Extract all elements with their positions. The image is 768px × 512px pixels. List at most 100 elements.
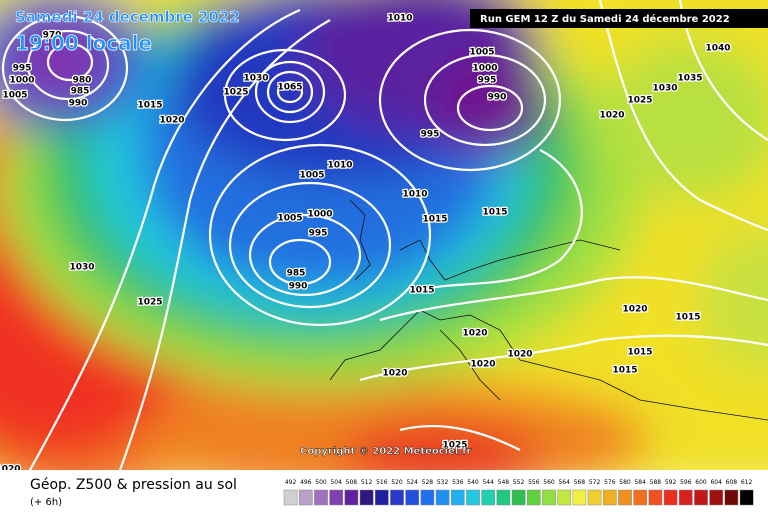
isobar-label: 985 <box>287 269 306 279</box>
legend-label: 604 <box>710 479 722 486</box>
legend-label: 596 <box>680 479 692 486</box>
legend-swatch <box>709 489 724 506</box>
isobar-label: 1000 <box>307 210 332 220</box>
isobar-label: 1030 <box>652 84 677 94</box>
legend-label: 592 <box>665 479 677 486</box>
legend-swatch <box>739 489 754 506</box>
legend-label: 536 <box>452 479 464 486</box>
legend-swatch <box>694 489 708 506</box>
isobar-label: 990 <box>488 93 507 103</box>
coastlines <box>329 199 768 421</box>
isobar-label: 1000 <box>9 76 34 86</box>
isobar-label: 1020 <box>382 369 407 379</box>
isobar-label: 1020 <box>159 116 184 126</box>
legend-swatch <box>663 489 678 506</box>
legend-label: 584 <box>634 479 646 486</box>
isobar-label: 1040 <box>705 44 730 54</box>
legend-label: 576 <box>604 479 616 486</box>
legend-swatch <box>298 489 313 506</box>
isobar-label: 1015 <box>409 286 434 296</box>
isobar-label: 1025 <box>627 96 652 106</box>
footer-subtitle: (+ 6h) <box>30 497 62 508</box>
legend-swatch <box>618 489 632 506</box>
legend-swatch <box>435 489 450 506</box>
legend-label: 504 <box>330 479 342 486</box>
isobar-label: 1005 <box>277 214 302 224</box>
isobar-label: 995 <box>421 130 440 140</box>
legend-swatch <box>390 489 404 506</box>
color-legend: 492 496 500 504 508 512 516 520 524 528 532 536 540 5… <box>283 479 754 506</box>
isobar-label: 1030 <box>69 263 94 273</box>
isobar-label: 1025 <box>442 441 467 451</box>
legend-swatch <box>420 489 435 506</box>
legend-swatch <box>526 489 541 506</box>
legend-label: 520 <box>391 479 403 486</box>
isobar-label: 1005 <box>2 91 27 101</box>
isobar-label: 1020 <box>462 329 487 339</box>
isobar-label: 1010 <box>327 161 352 171</box>
legend-swatch <box>466 489 480 506</box>
isobar-label: 995 <box>309 229 328 239</box>
legend-swatch <box>374 489 389 506</box>
legend-label: 548 <box>498 479 510 486</box>
legend-label: 544 <box>482 479 494 486</box>
legend-swatch <box>283 489 298 506</box>
isobar-label: 980 <box>73 76 92 86</box>
legend-swatch <box>557 489 572 506</box>
geopotential-field <box>0 0 768 500</box>
isobar-label: 990 <box>69 99 88 109</box>
legend-label: 568 <box>574 479 586 486</box>
isobar-label: 990 <box>289 282 308 292</box>
isobar-label: 1020 <box>470 360 495 370</box>
date: Samedi 24 decembre 2022 <box>15 8 240 26</box>
isobar-label: 1015 <box>627 348 652 358</box>
legend-label: 612 <box>741 479 753 486</box>
legend-label: 500 <box>315 479 327 486</box>
isobar-label: 1010 <box>387 14 412 24</box>
isobar-label: 1020 <box>599 111 624 121</box>
isobar-label: 995 <box>478 76 497 86</box>
isobar-label: 1000 <box>472 64 497 74</box>
legend-label: 512 <box>361 479 373 486</box>
legend-label: 524 <box>406 479 418 486</box>
isobar-label: 1015 <box>482 208 507 218</box>
isobar-label: 995 <box>13 64 32 74</box>
isobar-label: 970 <box>43 31 62 41</box>
isobar-label: 1015 <box>422 215 447 225</box>
isobar-label: 1015 <box>137 101 162 111</box>
legend-label: 528 <box>422 479 434 486</box>
legend-label: 588 <box>650 479 662 486</box>
isobar-label: 1025 <box>223 88 248 98</box>
legend-label: 532 <box>437 479 449 486</box>
legend-label: 564 <box>558 479 570 486</box>
isobar-label: 1015 <box>675 313 700 323</box>
run-box <box>470 9 768 28</box>
isobar-label: 1025 <box>137 298 162 308</box>
isobar-label: 1035 <box>677 74 702 84</box>
legend-label: 492 <box>285 479 297 486</box>
legend-label: 560 <box>543 479 555 486</box>
isobar-label: 1015 <box>612 366 637 376</box>
legend-label: 552 <box>513 479 525 486</box>
legend-swatch <box>587 489 602 506</box>
isobars <box>1 0 768 471</box>
legend-label: 540 <box>467 479 479 486</box>
legend-label: 580 <box>619 479 631 486</box>
legend-swatch <box>359 489 374 506</box>
legend-swatch <box>602 489 617 506</box>
legend-swatch <box>314 489 328 506</box>
legend-swatch <box>678 489 693 506</box>
legend-swatch <box>496 489 511 506</box>
legend-swatch <box>405 489 420 506</box>
legend-swatch <box>572 489 587 506</box>
isobar-label: 1020 <box>507 350 532 360</box>
legend-label: 572 <box>589 479 601 486</box>
legend-swatch <box>542 489 556 506</box>
isobar-label: 1010 <box>402 190 427 200</box>
copyright: Copyright © 2022 Meteociel.fr <box>300 446 471 457</box>
legend-swatch <box>481 489 496 506</box>
legend-swatch <box>344 489 359 506</box>
